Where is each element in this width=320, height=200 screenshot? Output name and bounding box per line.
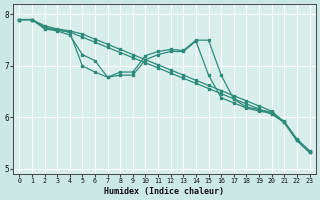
X-axis label: Humidex (Indice chaleur): Humidex (Indice chaleur) (104, 187, 224, 196)
